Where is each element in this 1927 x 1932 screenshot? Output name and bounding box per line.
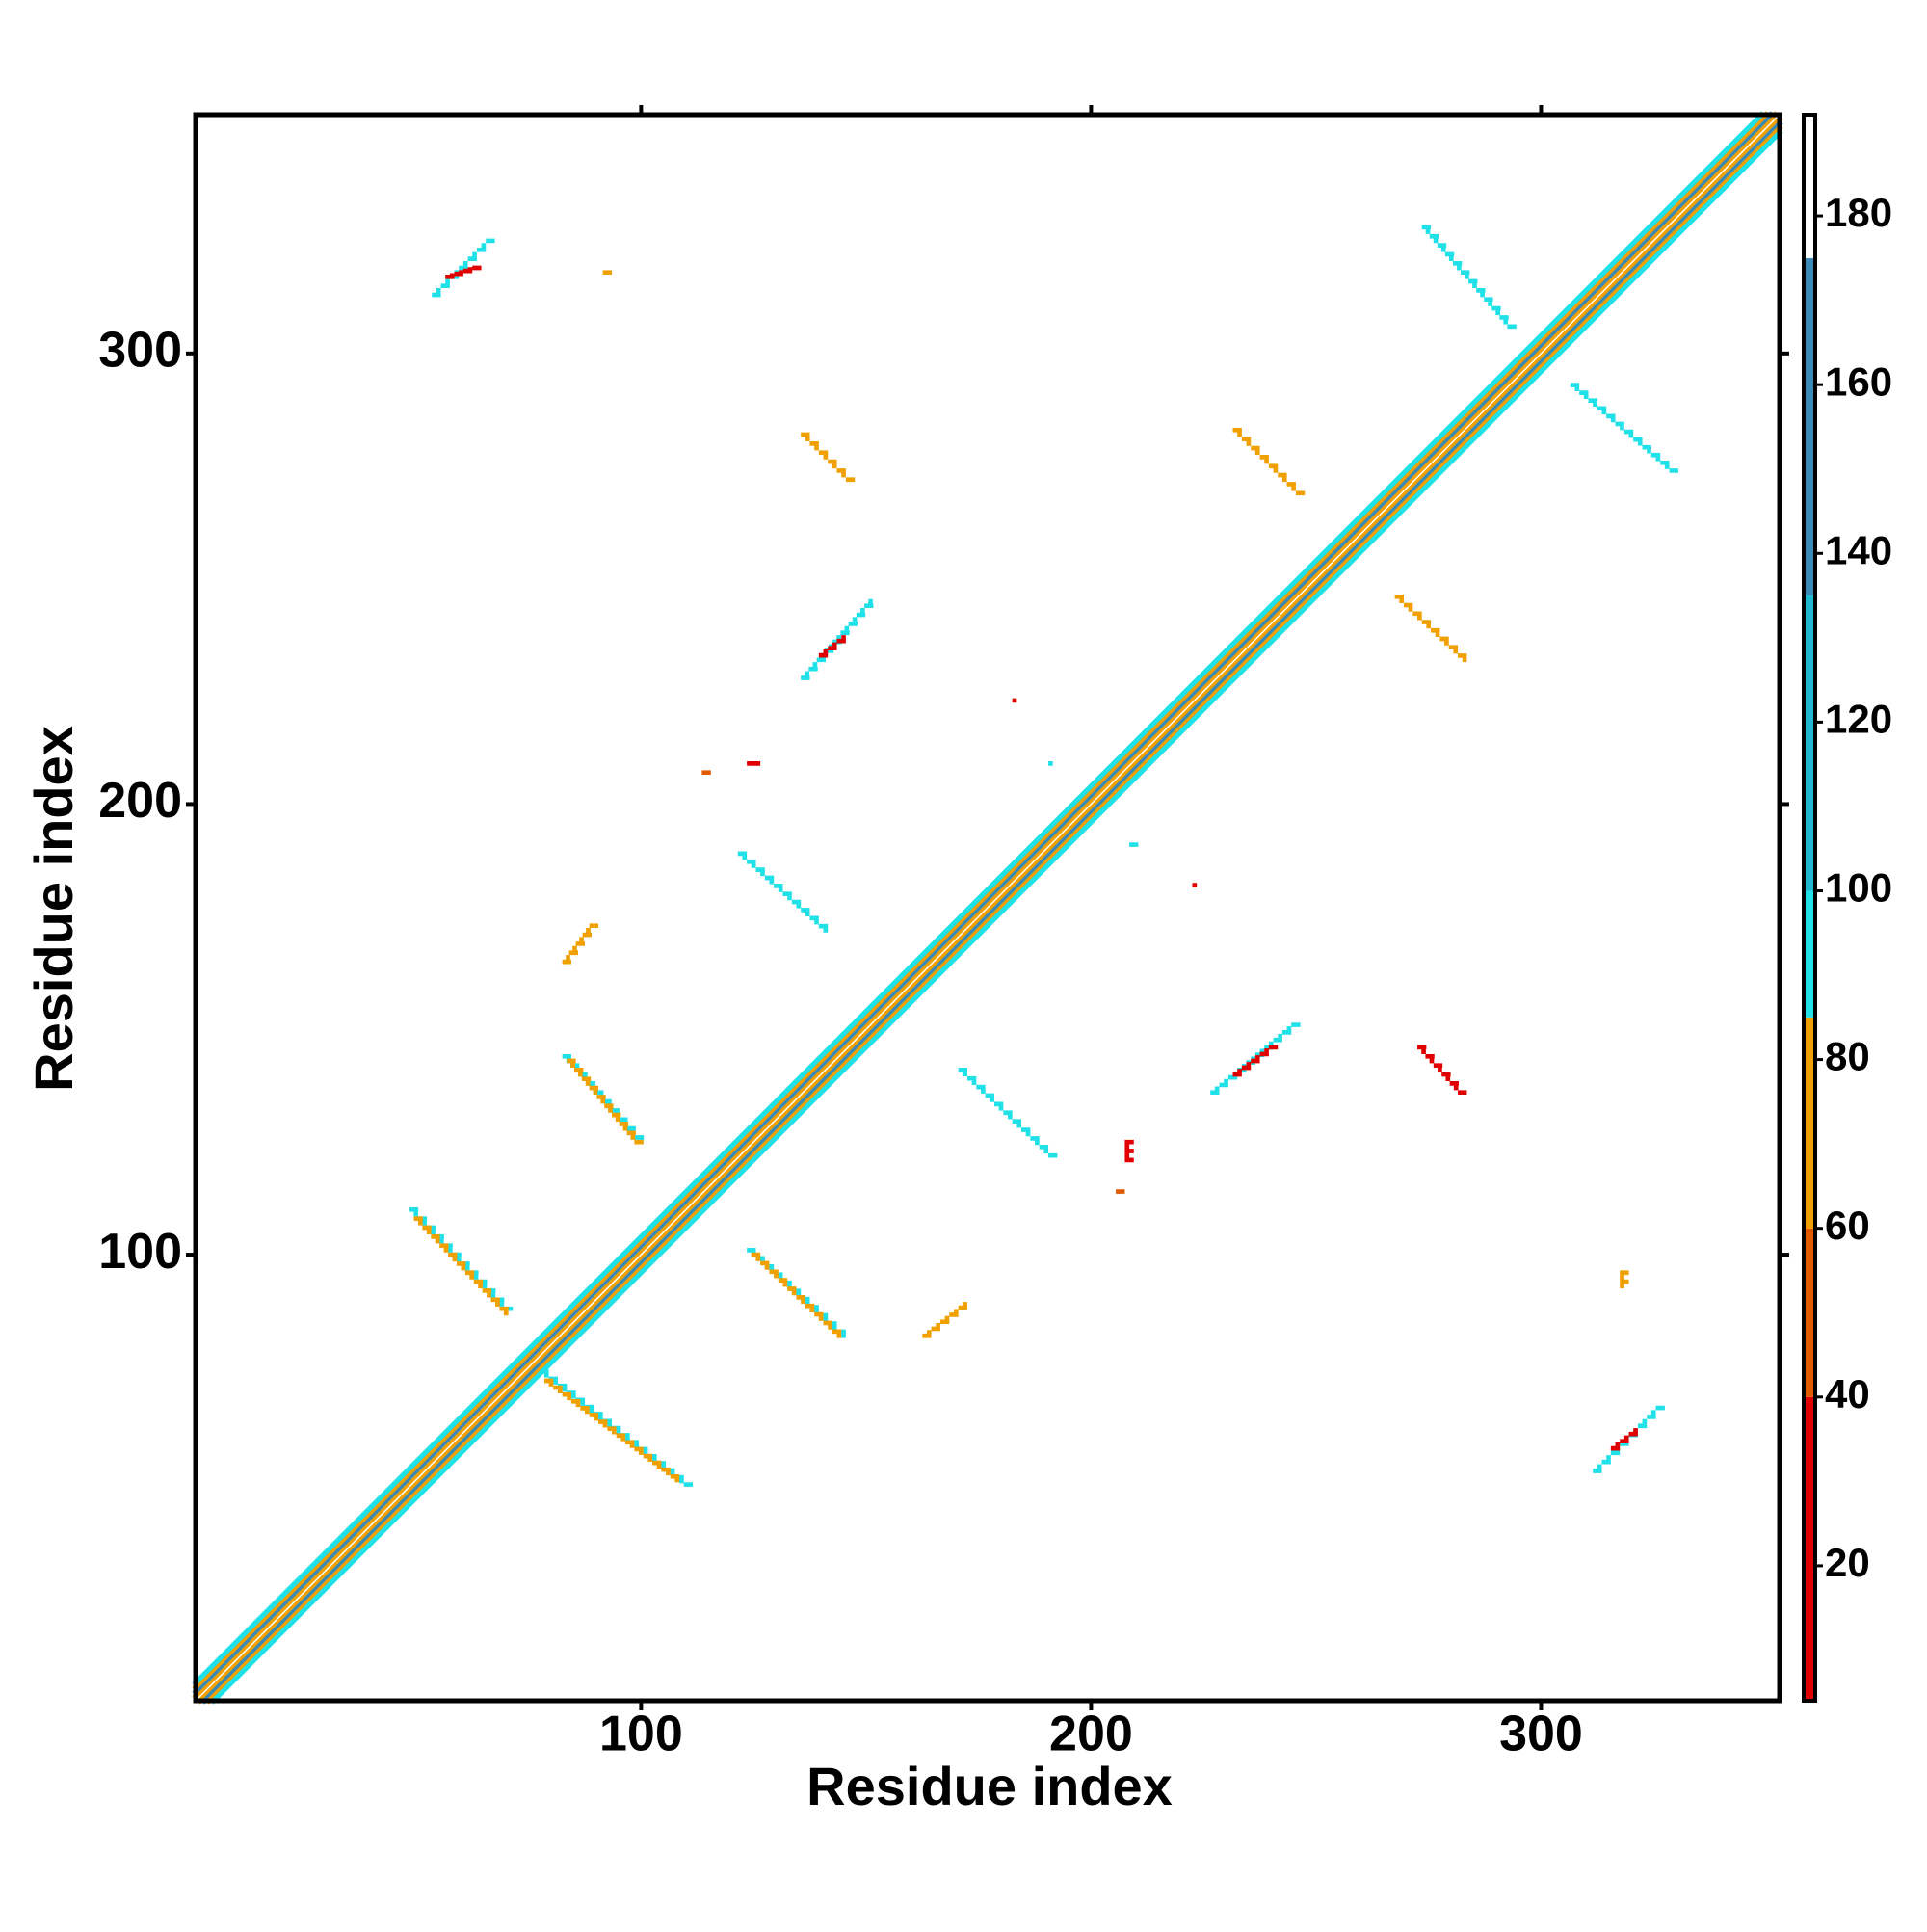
contact-segment <box>1570 383 1678 473</box>
contact-segment <box>1124 1139 1134 1163</box>
contact-segment <box>562 923 599 965</box>
contact-segment <box>737 851 829 933</box>
colorbar-tick-label: 80 <box>1825 1034 1870 1079</box>
colorbar-tick-label: 100 <box>1825 865 1892 911</box>
contact-segment <box>922 1302 967 1338</box>
contact-segment <box>1421 225 1517 330</box>
colorbar-segment <box>1804 1228 1815 1397</box>
y-tick-label: 200 <box>98 773 182 829</box>
contact-segment <box>1192 883 1198 887</box>
contact-segment <box>1620 1270 1629 1289</box>
colorbar-tick-label: 60 <box>1825 1203 1870 1248</box>
colorbar-frame <box>1802 113 1817 1703</box>
contact-segment <box>1012 698 1017 703</box>
contact-segment <box>1116 1189 1125 1194</box>
x-tick-label: 100 <box>599 1707 683 1762</box>
diagonal-band <box>197 116 1783 1705</box>
contact-segment <box>445 265 482 279</box>
contact-segment <box>751 1252 842 1338</box>
colorbar-segment <box>1804 257 1815 596</box>
colorbar-tick-label: 120 <box>1825 696 1892 741</box>
diagonal-band <box>200 119 1783 1705</box>
contact-segment <box>432 238 495 298</box>
contact-segment <box>413 1216 509 1316</box>
colorbar-segment <box>1804 890 1815 1018</box>
x-tick-label: 300 <box>1499 1707 1583 1762</box>
colorbar-segment <box>1804 115 1815 258</box>
contact-segment <box>1610 1428 1638 1451</box>
colorbar-tick-label: 20 <box>1825 1540 1870 1585</box>
colorbar-tick-label: 180 <box>1825 190 1892 235</box>
contact-segment <box>818 635 846 658</box>
y-axis-title: Residue index <box>23 726 84 1092</box>
x-axis-title: Residue index <box>806 1756 1173 1816</box>
contact-segment <box>543 1378 680 1483</box>
colorbar-tick-label: 140 <box>1825 527 1892 572</box>
contact-segment <box>801 432 856 483</box>
colorbar-segment <box>1804 1396 1815 1701</box>
y-tick-label: 300 <box>98 323 182 379</box>
contact-segment <box>1232 427 1306 496</box>
colorbar-segment <box>1804 1017 1815 1229</box>
contact-segment <box>562 1053 645 1145</box>
diagonal-band <box>192 111 1770 1691</box>
contact-segment <box>1394 595 1467 663</box>
y-tick-label: 100 <box>98 1224 182 1280</box>
diagonal-band <box>192 111 1783 1705</box>
colorbar-tick-label: 160 <box>1825 358 1892 404</box>
contact-segment <box>958 1068 1058 1158</box>
x-tick-label: 200 <box>1049 1707 1133 1762</box>
contact-segment <box>1593 1405 1665 1473</box>
contact-segment <box>1232 1045 1279 1077</box>
diagonal-band <box>192 111 1775 1696</box>
diagonal-band <box>205 124 1783 1705</box>
contact-segment <box>602 270 613 275</box>
plot-frame <box>193 112 1782 1704</box>
contact-segment <box>567 1058 644 1145</box>
contact-segment <box>409 1206 514 1311</box>
diagonal-band <box>210 129 1783 1705</box>
contact-segment <box>1417 1045 1467 1096</box>
contact-segment <box>1129 842 1139 847</box>
contact-segment <box>701 770 711 776</box>
diagonal-band <box>192 111 1779 1700</box>
colorbar-segment <box>1804 595 1815 891</box>
diagonal-band <box>192 111 1765 1686</box>
contact-segment <box>1048 761 1053 766</box>
contact-segment <box>1210 1022 1301 1096</box>
contact-segment <box>747 761 761 766</box>
contact-segment <box>801 598 874 680</box>
colorbar-tick-label: 40 <box>1825 1371 1870 1416</box>
